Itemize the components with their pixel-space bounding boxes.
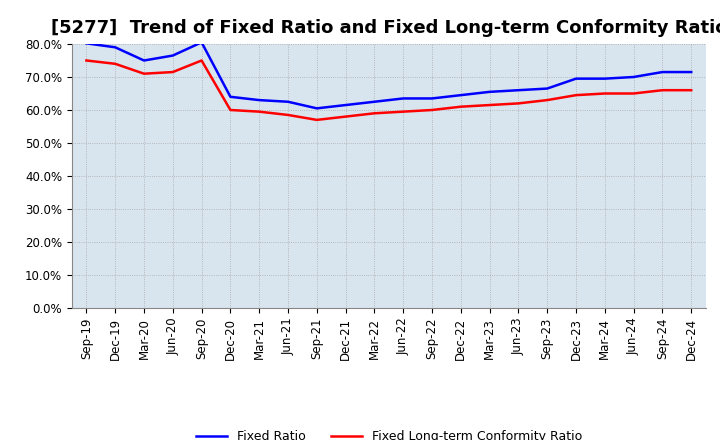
Fixed Long-term Conformity Ratio — [140, 71, 148, 76]
Fixed Long-term Conformity Ratio — [687, 88, 696, 93]
Fixed Ratio — [168, 53, 177, 58]
Title: [5277]  Trend of Fixed Ratio and Fixed Long-term Conformity Ratio: [5277] Trend of Fixed Ratio and Fixed Lo… — [50, 19, 720, 37]
Fixed Long-term Conformity Ratio — [255, 109, 264, 114]
Fixed Long-term Conformity Ratio — [82, 58, 91, 63]
Fixed Long-term Conformity Ratio — [629, 91, 638, 96]
Fixed Ratio — [428, 96, 436, 101]
Fixed Ratio — [370, 99, 379, 104]
Fixed Ratio — [572, 76, 580, 81]
Fixed Ratio — [485, 89, 494, 95]
Fixed Long-term Conformity Ratio — [485, 103, 494, 108]
Fixed Long-term Conformity Ratio — [111, 61, 120, 66]
Fixed Long-term Conformity Ratio — [226, 107, 235, 113]
Fixed Long-term Conformity Ratio — [341, 114, 350, 119]
Fixed Ratio — [284, 99, 292, 104]
Fixed Ratio — [140, 58, 148, 63]
Fixed Ratio — [658, 70, 667, 75]
Fixed Ratio — [312, 106, 321, 111]
Fixed Ratio — [341, 103, 350, 108]
Fixed Ratio — [255, 97, 264, 103]
Line: Fixed Long-term Conformity Ratio: Fixed Long-term Conformity Ratio — [86, 60, 691, 120]
Fixed Long-term Conformity Ratio — [600, 91, 609, 96]
Fixed Long-term Conformity Ratio — [312, 117, 321, 122]
Fixed Long-term Conformity Ratio — [543, 97, 552, 103]
Fixed Long-term Conformity Ratio — [399, 109, 408, 114]
Fixed Long-term Conformity Ratio — [514, 101, 523, 106]
Fixed Long-term Conformity Ratio — [658, 88, 667, 93]
Fixed Long-term Conformity Ratio — [284, 112, 292, 117]
Fixed Ratio — [687, 70, 696, 75]
Fixed Ratio — [82, 40, 91, 46]
Fixed Long-term Conformity Ratio — [456, 104, 465, 109]
Line: Fixed Ratio: Fixed Ratio — [86, 42, 691, 108]
Fixed Long-term Conformity Ratio — [168, 70, 177, 75]
Fixed Ratio — [629, 74, 638, 80]
Fixed Ratio — [514, 88, 523, 93]
Fixed Ratio — [111, 44, 120, 50]
Fixed Ratio — [456, 92, 465, 98]
Fixed Ratio — [543, 86, 552, 91]
Fixed Ratio — [197, 40, 206, 45]
Fixed Long-term Conformity Ratio — [428, 107, 436, 113]
Legend: Fixed Ratio, Fixed Long-term Conformity Ratio: Fixed Ratio, Fixed Long-term Conformity … — [191, 425, 587, 440]
Fixed Ratio — [399, 96, 408, 101]
Fixed Ratio — [226, 94, 235, 99]
Fixed Long-term Conformity Ratio — [370, 110, 379, 116]
Fixed Long-term Conformity Ratio — [572, 92, 580, 98]
Fixed Long-term Conformity Ratio — [197, 58, 206, 63]
Fixed Ratio — [600, 76, 609, 81]
